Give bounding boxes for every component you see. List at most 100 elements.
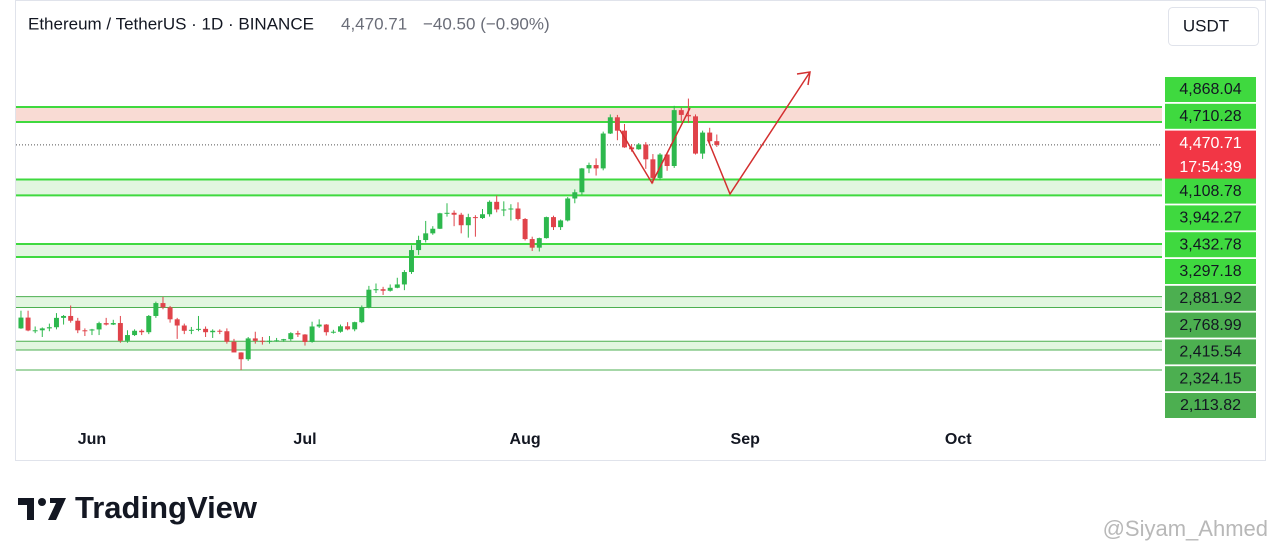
candle-body — [61, 315, 67, 318]
candle-body — [181, 325, 187, 331]
candle-body — [345, 326, 351, 330]
drawing-arrow — [707, 71, 811, 196]
candle-body — [167, 307, 173, 320]
candle-body — [295, 333, 301, 335]
candle-body — [266, 340, 272, 342]
candle-body — [714, 141, 720, 145]
candle-body — [139, 330, 145, 333]
candle-body — [622, 130, 627, 148]
currency-button[interactable] — [1168, 7, 1259, 46]
x-axis: Jun Jul Aug Sep Oct — [78, 431, 972, 448]
candle-body — [174, 319, 180, 326]
candle-body — [693, 116, 698, 154]
x-tick-label: Jul — [293, 431, 316, 448]
last-price-label-bg — [1165, 130, 1256, 181]
candle-body — [685, 114, 691, 117]
candle-body — [551, 217, 556, 228]
candle-body — [678, 110, 684, 115]
candle-body — [210, 330, 216, 333]
candle-body — [274, 340, 280, 342]
level-label: 2,324.15 — [1179, 370, 1241, 387]
candle-body — [309, 326, 315, 342]
candle-body — [323, 324, 329, 333]
candle-body — [373, 289, 379, 291]
candle-body — [117, 323, 123, 341]
candle-body — [281, 339, 287, 341]
candle-body — [636, 144, 642, 150]
level-label-bg — [1165, 312, 1256, 338]
candle-body — [330, 331, 336, 333]
candle-body — [565, 198, 571, 221]
level-label: 2,881.92 — [1179, 290, 1241, 307]
x-tick-label: Oct — [945, 431, 972, 448]
candle-body — [401, 272, 407, 285]
price-labels: 4,868.04 4,710.28 4,470.71 17:54:39 4,108.78… — [1165, 77, 1256, 418]
candle-body — [430, 228, 436, 234]
candle-body — [188, 329, 194, 331]
candle-body — [224, 331, 230, 342]
candle-body — [338, 326, 343, 332]
candle-body — [195, 328, 201, 330]
candle-body — [103, 323, 109, 325]
candle-body — [494, 201, 500, 210]
candle-body — [614, 117, 620, 131]
candle-body — [707, 132, 713, 142]
level-label: 2,113.82 — [1180, 397, 1241, 414]
candle-body — [68, 315, 74, 321]
level-label: 3,297.18 — [1179, 263, 1241, 280]
candle-body — [380, 289, 386, 291]
candle-body — [387, 287, 393, 291]
level-label-bg — [1165, 285, 1256, 311]
candle-body — [501, 209, 507, 211]
level-label: 2,768.99 — [1179, 317, 1241, 334]
candle-body — [259, 340, 265, 342]
candle-body — [586, 165, 592, 169]
candle-body — [316, 324, 322, 327]
brand-logo — [18, 498, 66, 520]
candle-body — [96, 323, 102, 330]
candle-body — [46, 327, 52, 329]
candle-body — [352, 322, 358, 330]
level-label-bg — [1165, 366, 1256, 392]
level-label: 3,432.78 — [1179, 236, 1241, 253]
level-label-bg — [1165, 232, 1256, 258]
level-label-bg — [1165, 393, 1256, 418]
header-change: −40.50 (−0.90%) — [423, 14, 550, 33]
level-label: 2,415.54 — [1179, 344, 1241, 361]
candle-body — [132, 330, 138, 336]
level-label-bg — [1165, 77, 1256, 102]
chart-title: Ethereum / TetherUS · 1D · BINANCE — [28, 14, 314, 33]
candle-body — [153, 303, 159, 316]
candle-body — [536, 238, 542, 248]
candle-body — [217, 330, 223, 332]
candle-body — [437, 213, 443, 229]
level-label: 4,108.78 — [1179, 183, 1241, 200]
candle-body — [238, 352, 244, 360]
candle-body — [160, 303, 166, 308]
level-label-bg — [1165, 259, 1256, 284]
levels — [16, 105, 1162, 371]
candle-body — [700, 132, 706, 154]
candle-body — [472, 217, 478, 219]
zone — [16, 179, 1162, 196]
candle-body — [572, 192, 578, 199]
currency-label[interactable]: USDT — [1183, 16, 1229, 35]
candle-body — [359, 307, 365, 323]
candle-body — [394, 284, 400, 288]
candle-body — [650, 159, 656, 178]
candle-body — [252, 338, 258, 341]
candle-body — [451, 212, 457, 215]
drawing-path — [619, 107, 691, 185]
candle-body — [643, 144, 649, 160]
watermark: @Siyam_Ahmed — [1103, 516, 1268, 541]
candle-body — [444, 212, 450, 214]
candle-body — [607, 117, 613, 134]
candle-body — [75, 320, 81, 331]
arrow-head — [796, 71, 811, 86]
candle-body — [245, 338, 251, 360]
candle-body — [288, 333, 294, 340]
candle-body — [89, 329, 95, 331]
zone — [16, 244, 1162, 258]
